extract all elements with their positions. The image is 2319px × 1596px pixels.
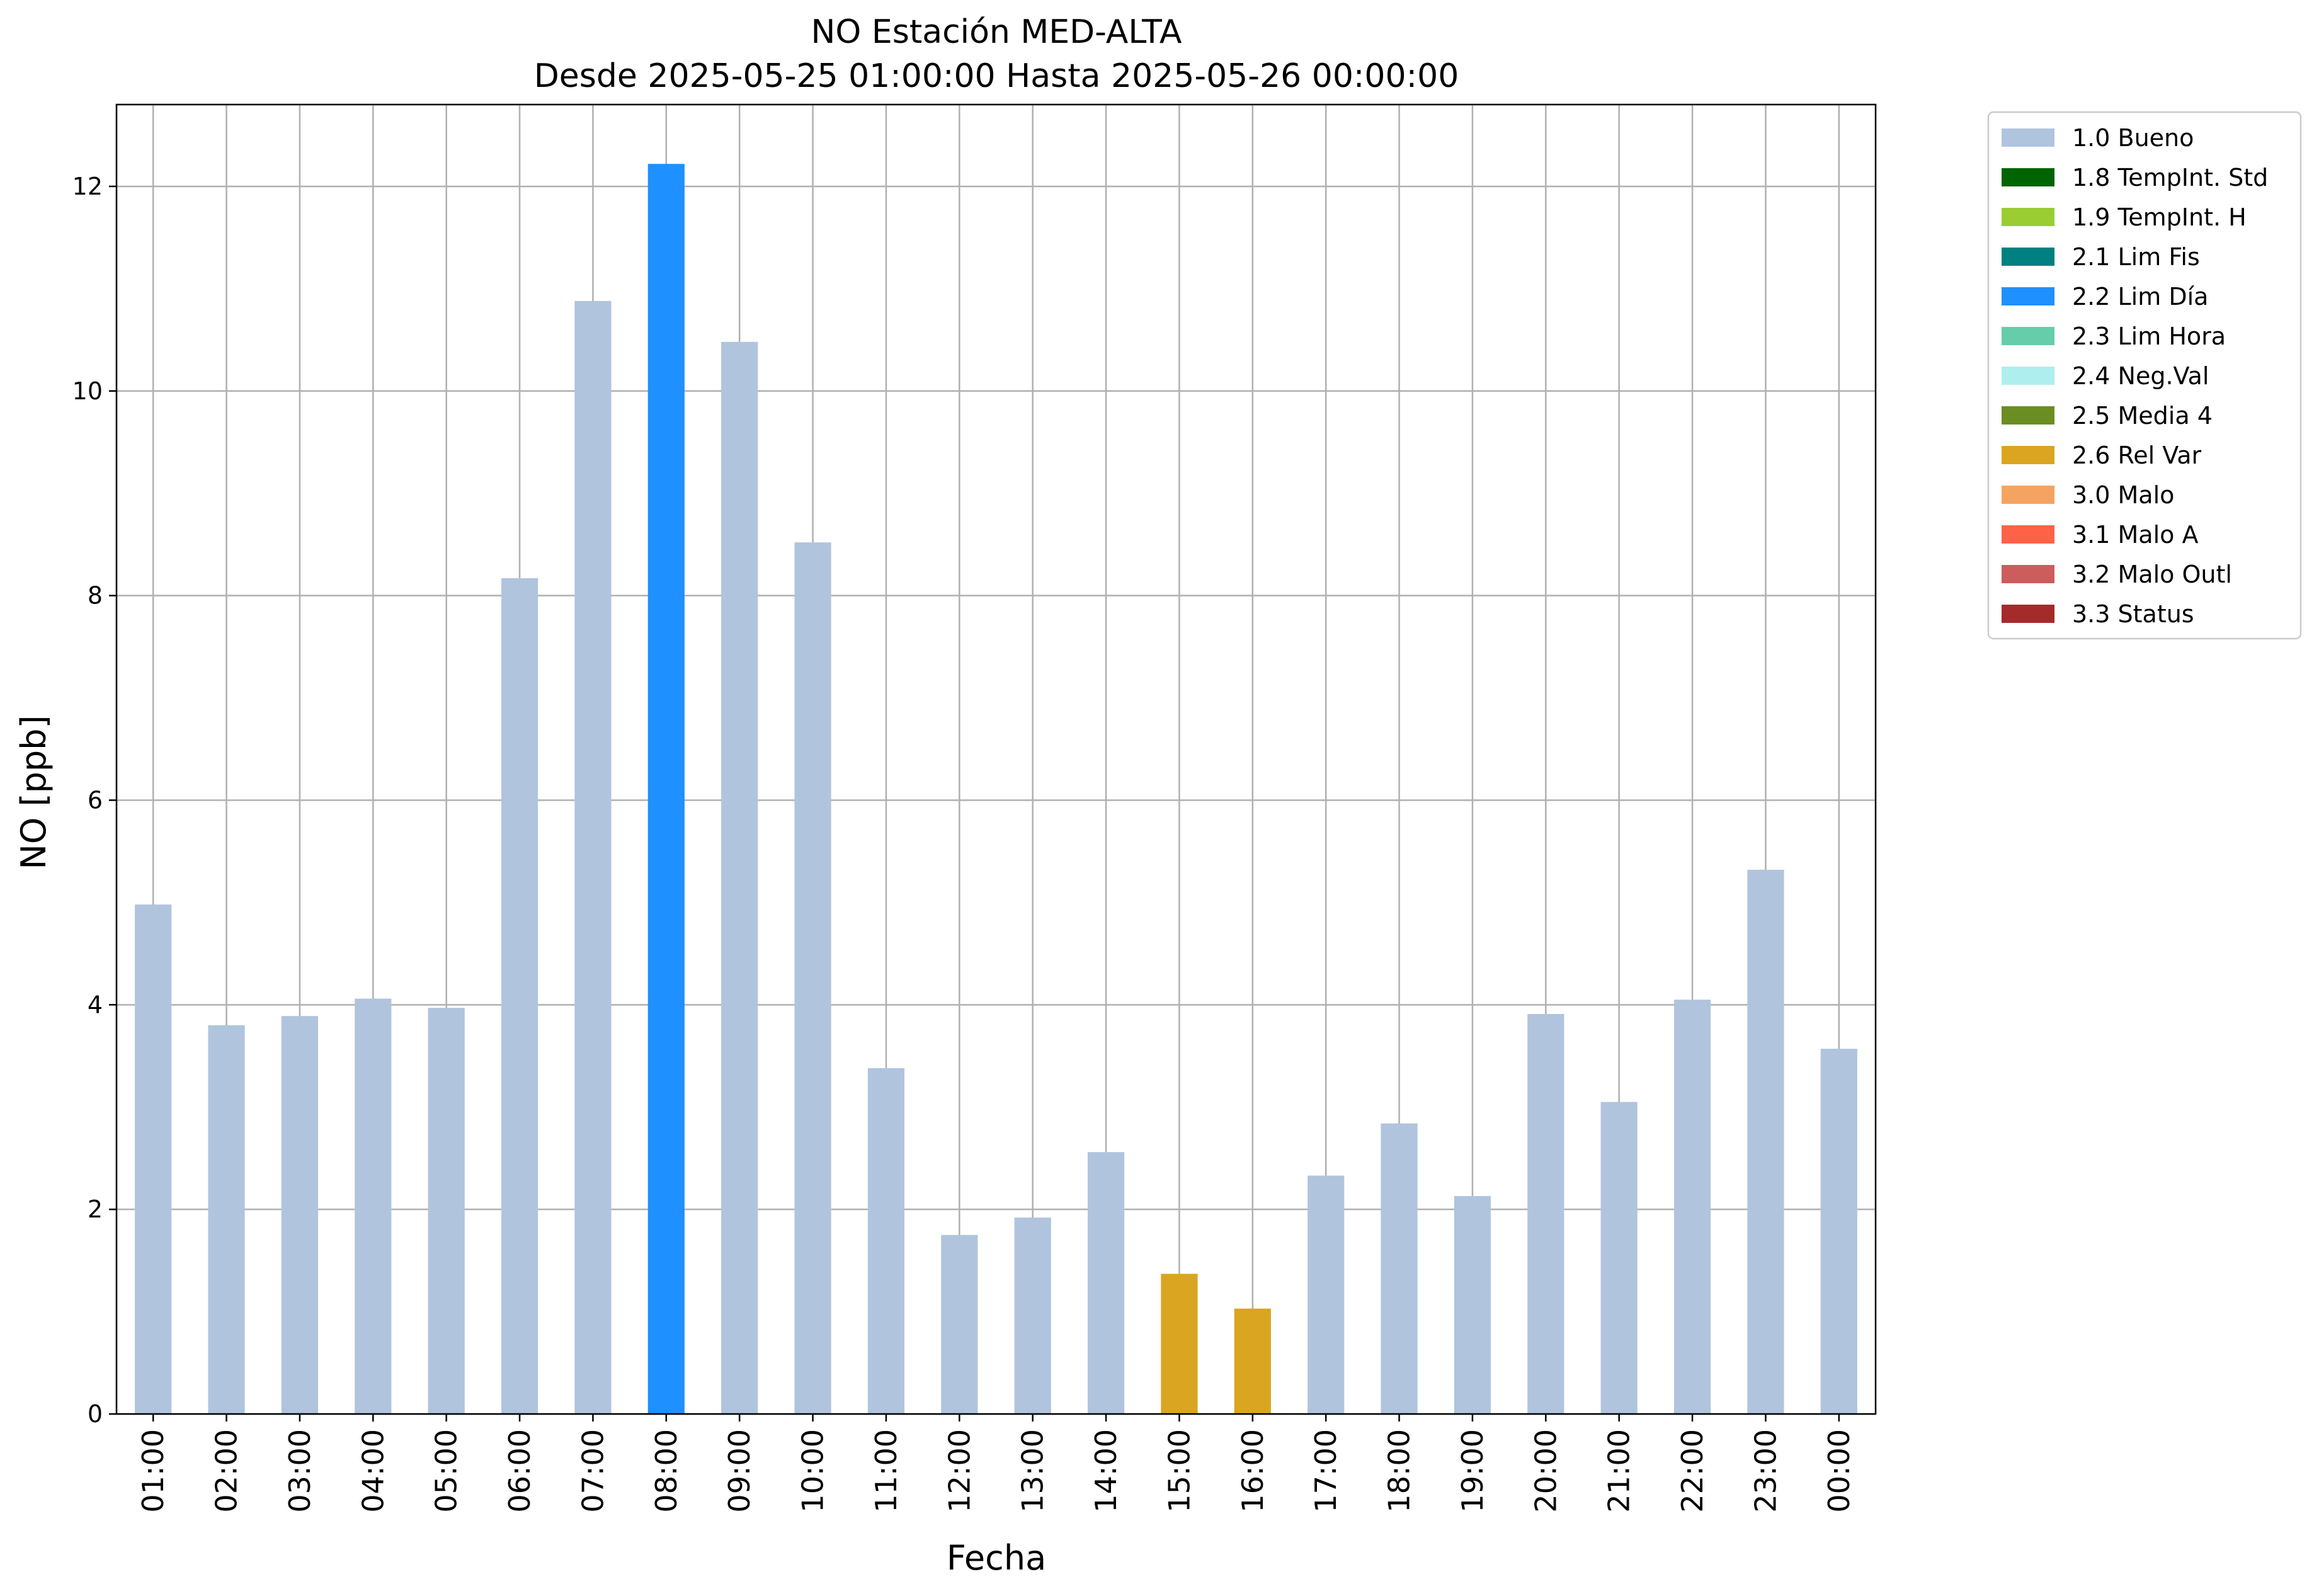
legend-frame: [1987, 111, 2302, 640]
chart-title: NO Estación MED-ALTA: [811, 13, 1182, 51]
x-tick-label: 18:00: [1382, 1429, 1416, 1513]
x-tick-label: 04:00: [356, 1429, 390, 1513]
legend-entry-label: 3.2 Malo Outl: [2072, 561, 2232, 588]
x-tick-label: 14:00: [1089, 1429, 1123, 1513]
x-tick-label: 22:00: [1675, 1429, 1709, 1513]
x-tick-label: 07:00: [576, 1429, 610, 1513]
x-tick-label: 16:00: [1236, 1429, 1270, 1513]
x-tick-label: 19:00: [1456, 1429, 1490, 1513]
bar-0000: [1820, 1049, 1857, 1414]
legend-entry-label: 2.6 Rel Var: [2072, 442, 2202, 469]
x-axis-ticks: 01:00 02:00 03:00 04:00 05:00 06:00 07:00 08:00…: [136, 1414, 1856, 1513]
x-tick-label: 17:00: [1309, 1429, 1343, 1513]
x-tick-label: 06:00: [503, 1429, 537, 1513]
legend-swatch: [2002, 168, 2054, 186]
legend-swatch: [2002, 525, 2054, 544]
x-axis-label: Fecha: [947, 1538, 1046, 1578]
x-tick-label: 13:00: [1016, 1429, 1050, 1513]
x-tick-label: 00:00: [1822, 1429, 1856, 1513]
x-tick-label: 23:00: [1748, 1429, 1782, 1513]
legend-swatch: [2002, 128, 2054, 147]
legend-swatch: [2002, 287, 2054, 305]
legend-entry-label: 2.1 Lim Fis: [2072, 243, 2200, 271]
y-tick-label: 4: [88, 991, 103, 1018]
x-tick-label: 01:00: [136, 1429, 170, 1513]
bar-0300: [281, 1016, 319, 1414]
legend-swatch: [2002, 486, 2054, 504]
bar-0400: [355, 998, 392, 1414]
x-tick-label: 20:00: [1529, 1429, 1563, 1513]
x-tick-label: 11:00: [869, 1429, 903, 1513]
legend-swatch: [2002, 446, 2054, 464]
bar-2300: [1747, 869, 1784, 1414]
bar-0500: [428, 1008, 465, 1414]
y-tick-label: 2: [88, 1195, 103, 1223]
legend-entry-label: 1.8 TempInt. Std: [2072, 164, 2268, 191]
bar-0900: [721, 341, 758, 1414]
bar-1400: [1087, 1152, 1125, 1414]
legend-entry-label: 2.4 Neg.Val: [2072, 362, 2209, 390]
bar-1100: [867, 1068, 905, 1414]
x-tick-label: 12:00: [942, 1429, 976, 1513]
legend-entry-label: 1.9 TempInt. H: [2072, 203, 2247, 231]
x-tick-label: 02:00: [210, 1429, 244, 1513]
bar-0200: [208, 1025, 245, 1414]
bar-0600: [501, 578, 538, 1414]
bar-1600: [1234, 1308, 1271, 1414]
legend-swatch: [2002, 327, 2054, 345]
x-tick-label: 08:00: [649, 1429, 683, 1513]
bar-2200: [1673, 1000, 1711, 1414]
x-tick-label: 15:00: [1162, 1429, 1196, 1513]
legend-entry-label: 2.3 Lim Hora: [2072, 322, 2226, 350]
bar-2100: [1600, 1102, 1638, 1414]
legend-entry-label: 3.1 Malo A: [2072, 521, 2198, 549]
legend-swatch: [2002, 605, 2054, 623]
y-tick-label: 10: [72, 377, 103, 405]
bar-1000: [794, 542, 831, 1414]
bar-1200: [941, 1234, 978, 1414]
legend-swatch: [2002, 406, 2054, 425]
y-axis-label: NO [ppb]: [14, 715, 54, 869]
bar-2000: [1527, 1013, 1564, 1414]
bar-1800: [1381, 1123, 1418, 1414]
legend-entry-label: 3.0 Malo: [2072, 481, 2174, 509]
x-tick-label: 10:00: [796, 1429, 830, 1513]
y-tick-label: 8: [88, 582, 103, 610]
y-axis-ticks: 0 2 4 6 8 10 12: [72, 173, 117, 1428]
plot-frame: [115, 103, 1877, 1415]
legend-swatch: [2002, 248, 2054, 266]
x-tick-label: 21:00: [1602, 1429, 1636, 1513]
bar-1900: [1454, 1196, 1491, 1414]
legend-entry-label: 1.0 Bueno: [2072, 124, 2194, 152]
legend-entry-label: 2.2 Lim Día: [2072, 283, 2208, 311]
x-tick-label: 09:00: [722, 1429, 756, 1513]
bar-0800: [647, 164, 685, 1414]
legend-entry-label: 2.5 Media 4: [2072, 402, 2213, 430]
legend-swatch: [2002, 208, 2054, 226]
legend-swatch: [2002, 367, 2054, 385]
bar-1500: [1161, 1274, 1198, 1414]
chart-subtitle: Desde 2025-05-25 01:00:00 Hasta 2025-05-…: [534, 57, 1459, 95]
bar-0100: [135, 904, 172, 1414]
bar-1300: [1014, 1217, 1051, 1414]
legend-swatch: [2002, 565, 2054, 583]
x-tick-label: 03:00: [283, 1429, 317, 1513]
bars: [135, 164, 1857, 1415]
bar-1700: [1308, 1175, 1345, 1414]
legend: 1.0 Bueno 1.8 TempInt. Std 1.9 TempInt. H 2…: [1987, 111, 2302, 640]
x-tick-label: 05:00: [430, 1429, 464, 1513]
legend-entry-label: 3.3 Status: [2072, 600, 2194, 628]
bar-0700: [574, 300, 612, 1415]
y-tick-label: 0: [88, 1400, 103, 1428]
y-tick-label: 12: [72, 173, 103, 200]
y-tick-label: 6: [88, 786, 103, 814]
